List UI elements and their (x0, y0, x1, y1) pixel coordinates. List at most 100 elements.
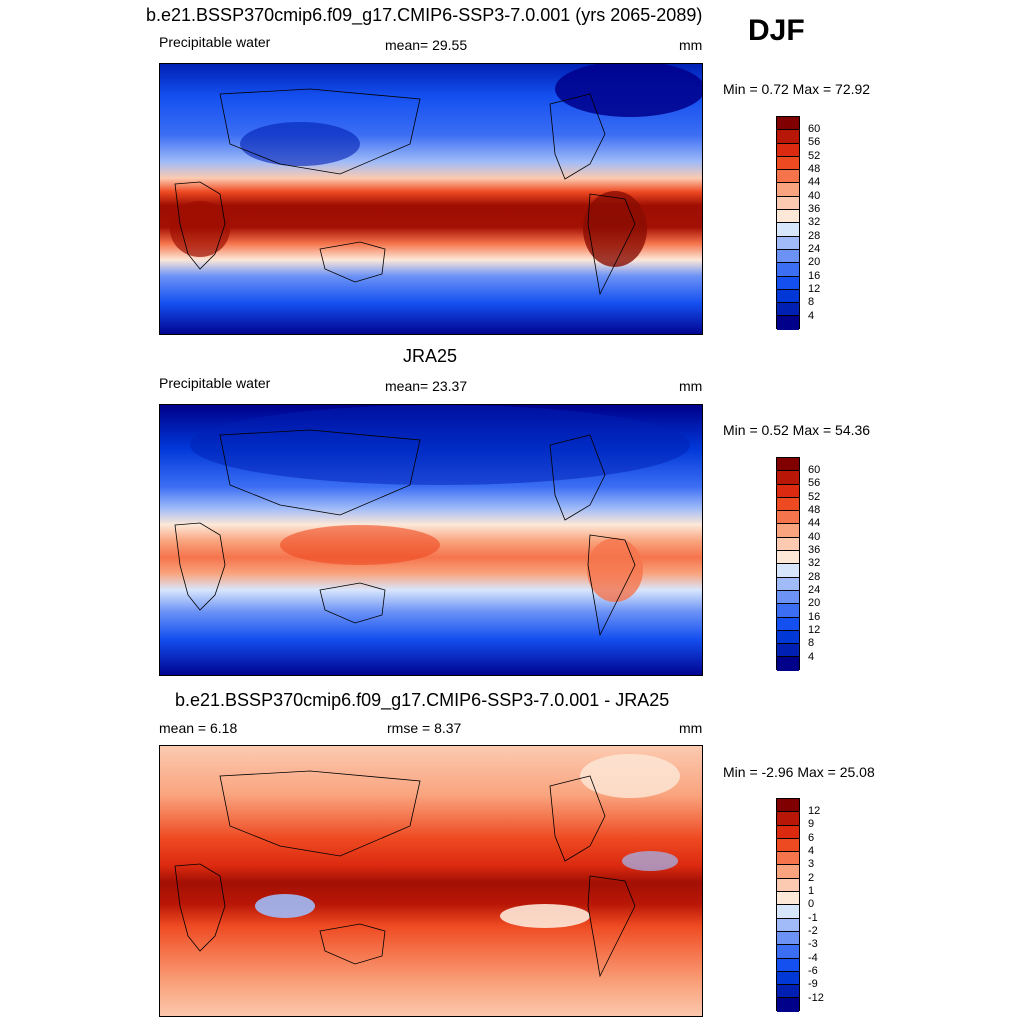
panel1-colorbar-swatch (777, 263, 799, 277)
panel1-africa-high (170, 201, 230, 257)
panel2-variable-label: Precipitable water (159, 375, 271, 391)
panel3-coastlines (174, 770, 636, 978)
panel3-mean-label: mean = 6.18 (159, 720, 238, 736)
panel1-asia-low (240, 122, 360, 166)
panel3-minmax-label: Min = -2.96 Max = 25.08 (723, 764, 875, 780)
panel1-colorbar-tick: 8 (808, 296, 815, 308)
panel2-units-label: mm (679, 378, 703, 394)
panel1-colorbar-tick: 40 (808, 190, 821, 202)
panel2-colorbar-swatch (777, 511, 799, 525)
panel1-colorbar-swatch (777, 143, 799, 157)
panel1-minmax-label: Min = 0.72 Max = 72.92 (723, 81, 871, 97)
panel3-colorbar-tick: 9 (808, 818, 815, 830)
panel1-map (159, 63, 703, 335)
panel2-colorbar-swatch (777, 524, 799, 538)
panel3-colorbar-swatch (777, 931, 799, 946)
panel1-colorbar-tick: 36 (808, 203, 821, 215)
panel1-colorbar-swatch (777, 223, 799, 237)
panel1-colorbar-tick: 4 (808, 310, 815, 322)
panel2-map-svg (160, 405, 702, 675)
panel2-colorbar-tick: 40 (808, 531, 821, 543)
panel3-map (159, 745, 703, 1017)
panel1-colorbar-swatch (777, 117, 799, 131)
panel2-colorbar-tick: 48 (808, 504, 821, 516)
panel3-colorbar-tick: -4 (808, 952, 818, 964)
panel2-colorbar-swatch (777, 644, 799, 658)
panel1-colorbar-tick: 32 (808, 216, 821, 228)
panel3-colorbar-tick: 2 (808, 872, 815, 884)
panel1-units-label: mm (679, 37, 703, 53)
panel3-colorbar-tick: 1 (808, 885, 815, 897)
panel2-colorbar-swatch (777, 617, 799, 631)
panel3-colorbar-swatch (777, 825, 799, 839)
panel3-colorbar-tick: -2 (808, 925, 818, 937)
panel2-colorbar-swatch (777, 458, 799, 472)
panel3-arctic-neutral (580, 754, 680, 798)
panel1-colorbar-swatch (777, 183, 799, 197)
panel1-arctic-low (555, 64, 702, 117)
panel3-colorbar-swatch (777, 838, 799, 853)
panel3-map-svg (160, 746, 702, 1016)
panel2-colorbar-tick: 44 (808, 517, 821, 529)
panel2-colorbar-swatch (777, 551, 799, 565)
panel2-colorbar-tick: 60 (808, 464, 821, 476)
panel1-colorbar-swatch (777, 276, 799, 290)
panel3-colorbar-tick: 4 (808, 845, 815, 857)
panel2-colorbar-swatch (777, 537, 799, 552)
panel3-colorbar (776, 798, 800, 1012)
panel3-colorbar-swatch (777, 865, 799, 879)
panel2-colorbar-tick: 28 (808, 571, 821, 583)
panel3-colorbar-tick: -6 (808, 965, 818, 977)
panel1-colorbar-tick: 44 (808, 176, 821, 188)
panel1-colorbar-swatch (777, 303, 799, 317)
panel1-colorbar-tick: 16 (808, 270, 821, 282)
panel3-colorbar-swatch (777, 998, 799, 1012)
panel3-colorbar-swatch (777, 958, 799, 972)
panel3-colorbar-swatch (777, 971, 799, 986)
panel3-units-label: mm (679, 720, 703, 736)
panel3-colorbar-swatch (777, 892, 799, 906)
panel2-minmax-label: Min = 0.52 Max = 54.36 (723, 422, 871, 438)
panel2-colorbar-tick: 36 (808, 544, 821, 556)
panel3-colorbar-tick: -1 (808, 912, 818, 924)
panel1-colorbar-swatch (777, 289, 799, 304)
panel3-colorbar-swatch (777, 799, 799, 813)
panel3-colorbar-tick: 0 (808, 898, 815, 910)
panel1-colorbar-swatch (777, 170, 799, 184)
panel2-colorbar-swatch (777, 630, 799, 645)
panel1-colorbar (776, 116, 800, 330)
panel3-colorbar-tick: -3 (808, 938, 818, 950)
panel2-colorbar-tick: 32 (808, 557, 821, 569)
panel2-colorbar-swatch (777, 590, 799, 605)
panel2-colorbar-swatch (777, 564, 799, 578)
panel2-colorbar-tick: 4 (808, 651, 815, 663)
panel2-coastlines (174, 429, 636, 637)
panel3-negative-anomaly (255, 894, 315, 918)
panel3-colorbar-swatch (777, 878, 799, 893)
panel1-colorbar-tick: 48 (808, 163, 821, 175)
panel1-amazon-high (583, 191, 647, 267)
panel2-colorbar-tick: 20 (808, 597, 821, 609)
panel1-variable-label: Precipitable water (159, 34, 271, 50)
panel2-colorbar-tick: 56 (808, 477, 821, 489)
season-label: DJF (748, 14, 805, 47)
panel2-colorbar-swatch (777, 497, 799, 512)
panel3-colorbar-tick: -9 (808, 978, 818, 990)
panel2-colorbar-tick: 16 (808, 611, 821, 623)
panel3-colorbar-tick: 3 (808, 858, 815, 870)
panel1-colorbar-tick: 52 (808, 150, 821, 162)
panel3-atlantic-anomaly (622, 851, 678, 871)
panel3-title: b.e21.BSSP370cmip6.f09_g17.CMIP6-SSP3-7.… (175, 690, 670, 710)
panel1-mean-label: mean= 29.55 (385, 37, 468, 53)
panel3-colorbar-swatch (777, 918, 799, 932)
panel1-colorbar-swatch (777, 249, 799, 264)
panel1-colorbar-tick: 28 (808, 230, 821, 242)
panel3-colorbar-tick: 12 (808, 805, 821, 817)
panel1-colorbar-tick: 56 (808, 136, 821, 148)
panel2-colorbar (776, 457, 800, 671)
panel3-colorbar-tick: -12 (808, 992, 824, 1004)
panel1-colorbar-swatch (777, 156, 799, 171)
panel3-colorbar-swatch (777, 852, 799, 866)
panel2-colorbar-tick: 8 (808, 637, 815, 649)
panel1-colorbar-swatch (777, 196, 799, 211)
